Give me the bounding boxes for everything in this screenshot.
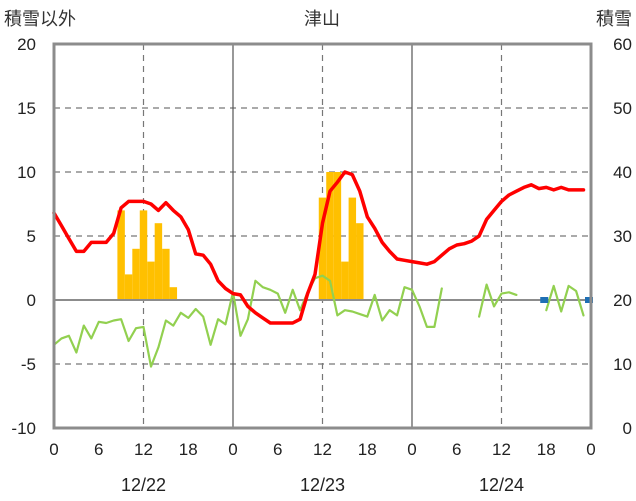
snowfall-bar <box>356 223 364 300</box>
x-tick-label: 12 <box>313 440 332 459</box>
snowfall-bar <box>333 172 342 300</box>
left-tick-label: -5 <box>21 355 36 374</box>
date-label: 12/24 <box>479 475 524 495</box>
snowfall-bar <box>341 261 349 300</box>
snowfall-bar <box>139 210 148 300</box>
left-tick-label: 15 <box>17 99 36 118</box>
right-axis-label: 積雪 <box>596 9 632 29</box>
wind-line <box>545 284 585 317</box>
plot-border <box>52 42 593 430</box>
snow-depth-marker <box>540 297 549 303</box>
snowfall-bar <box>348 197 357 300</box>
snowfall-bar <box>132 248 140 300</box>
right-tick-label: 10 <box>613 355 632 374</box>
x-tick-label: 6 <box>273 440 282 459</box>
snowfall-bar <box>117 210 125 300</box>
x-tick-label: 0 <box>407 440 416 459</box>
x-tick-label: 0 <box>228 440 237 459</box>
snow-depth-marker <box>585 297 593 303</box>
snowfall-bar <box>326 172 334 300</box>
x-tick-label: 6 <box>452 440 461 459</box>
chart-title: 津山 <box>304 9 340 29</box>
x-tick-label: 18 <box>179 440 198 459</box>
snowfall-bar <box>162 248 170 300</box>
snowfall-bar <box>147 261 155 300</box>
wind-line <box>478 283 518 318</box>
x-tick-label: 0 <box>49 440 58 459</box>
grid-lines <box>54 44 591 428</box>
left-tick-label: 5 <box>27 227 36 246</box>
right-tick-label: 30 <box>613 227 632 246</box>
snowfall-bar <box>154 223 163 300</box>
left-tick-label: 10 <box>17 163 36 182</box>
date-label: 12/22 <box>121 475 166 495</box>
left-tick-label: 0 <box>27 291 36 310</box>
left-axis-label: 積雪以外 <box>4 9 76 29</box>
x-tick-label: 6 <box>94 440 103 459</box>
date-label: 12/23 <box>300 475 345 495</box>
x-tick-label: 18 <box>537 440 556 459</box>
x-tick-label: 12 <box>492 440 511 459</box>
x-tick-label: 0 <box>586 440 595 459</box>
right-tick-label: 60 <box>613 35 632 54</box>
right-tick-label: 40 <box>613 163 632 182</box>
snowfall-bar <box>169 287 178 300</box>
x-tick-label: 18 <box>358 440 377 459</box>
wind-line <box>52 274 443 368</box>
left-tick-label: -10 <box>11 419 36 438</box>
snowfall-bar <box>124 274 133 300</box>
right-tick-label: 20 <box>613 291 632 310</box>
right-tick-label: 50 <box>613 99 632 118</box>
series-lines <box>52 170 593 368</box>
left-tick-label: 20 <box>17 35 36 54</box>
temperature-line <box>52 170 586 325</box>
x-tick-label: 12 <box>134 440 153 459</box>
plot-frame <box>52 42 593 430</box>
snowfall-bar <box>318 197 327 300</box>
snowfall-bars <box>117 172 364 300</box>
right-tick-label: 0 <box>623 419 632 438</box>
